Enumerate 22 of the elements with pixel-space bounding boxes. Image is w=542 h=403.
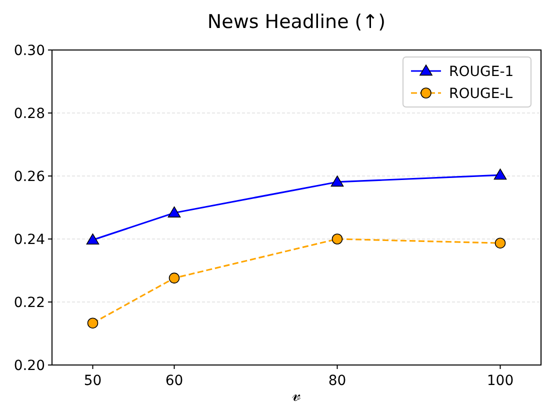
- point: [87, 318, 98, 329]
- point: [168, 272, 180, 284]
- point: [86, 234, 100, 245]
- y-tick-label: 0.26: [14, 168, 46, 185]
- point: [330, 176, 344, 187]
- x-tick-label: 60: [165, 373, 184, 389]
- y-tick-label: 0.24: [14, 232, 46, 248]
- y-tick-label: 0.22: [14, 294, 45, 311]
- y-tick-label: 0.30: [14, 42, 45, 59]
- chart-title: News Headline (↑): [207, 11, 386, 33]
- point: [494, 238, 506, 248]
- x-tick-label: 50: [84, 373, 102, 389]
- x-tick-label: 100: [486, 373, 514, 389]
- y-tick-label: 0.20: [14, 358, 45, 374]
- x-tick-label: 80: [328, 373, 346, 389]
- y-tick-label: 0.28: [14, 106, 45, 122]
- legend-label: ROUGE-1: [449, 64, 514, 80]
- point: [494, 168, 507, 180]
- point: [332, 234, 343, 244]
- legend-label: ROUGE-L: [449, 86, 513, 102]
- point: [168, 206, 181, 218]
- x-axis-title: 𝓋: [292, 385, 301, 403]
